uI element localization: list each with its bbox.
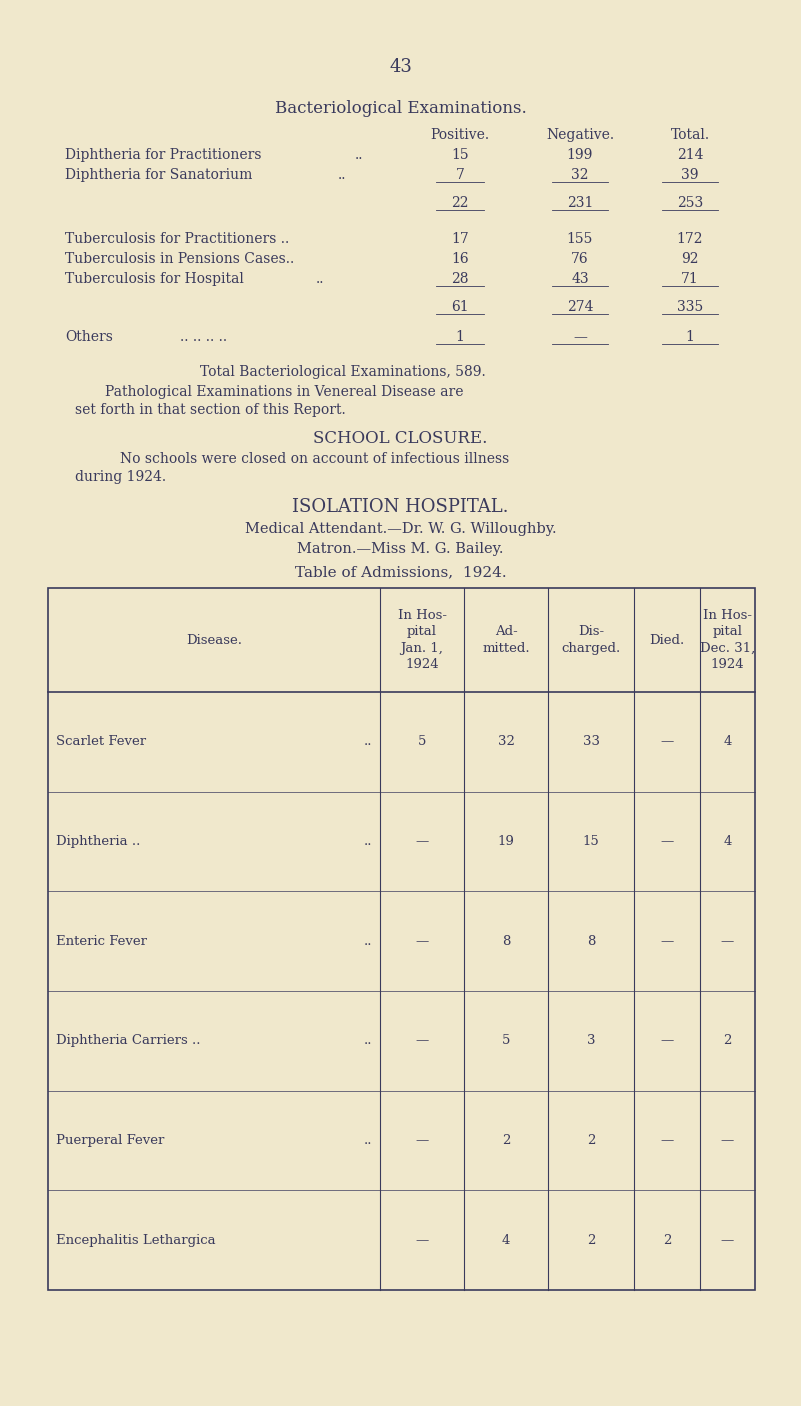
Text: —: — <box>721 1233 735 1247</box>
Text: —: — <box>416 835 429 848</box>
Text: —: — <box>573 330 587 344</box>
Text: Puerperal Fever: Puerperal Fever <box>56 1135 164 1147</box>
Text: .. .. .. ..: .. .. .. .. <box>180 330 227 344</box>
Text: —: — <box>721 935 735 948</box>
Text: ..: .. <box>364 1135 372 1147</box>
Text: 155: 155 <box>567 232 594 246</box>
Text: Matron.—Miss M. G. Bailey.: Matron.—Miss M. G. Bailey. <box>297 541 504 555</box>
Text: Died.: Died. <box>650 634 685 647</box>
Text: 43: 43 <box>389 58 412 76</box>
Text: —: — <box>660 935 674 948</box>
Text: Diphtheria for Sanatorium: Diphtheria for Sanatorium <box>65 167 252 181</box>
Text: 3: 3 <box>587 1035 595 1047</box>
Text: 4: 4 <box>501 1233 510 1247</box>
Text: 2: 2 <box>662 1233 671 1247</box>
Text: 8: 8 <box>501 935 510 948</box>
Text: —: — <box>660 735 674 748</box>
Text: 253: 253 <box>677 195 703 209</box>
Text: Total.: Total. <box>670 128 710 142</box>
Text: Tuberculosis for Hospital: Tuberculosis for Hospital <box>65 271 244 285</box>
Text: 32: 32 <box>497 735 514 748</box>
Text: 61: 61 <box>451 299 469 314</box>
Text: 172: 172 <box>677 232 703 246</box>
Text: 4: 4 <box>723 835 731 848</box>
Text: 1: 1 <box>456 330 465 344</box>
Text: —: — <box>660 1035 674 1047</box>
Text: 274: 274 <box>567 299 594 314</box>
Text: Diphtheria ..: Diphtheria .. <box>56 835 140 848</box>
Text: 1: 1 <box>686 330 694 344</box>
Text: ISOLATION HOSPITAL.: ISOLATION HOSPITAL. <box>292 498 509 516</box>
Text: —: — <box>721 1135 735 1147</box>
Text: Diphtheria for Practitioners: Diphtheria for Practitioners <box>65 148 261 162</box>
Text: ..: .. <box>316 271 324 285</box>
Text: 39: 39 <box>681 167 698 181</box>
Text: —: — <box>416 935 429 948</box>
Text: ..: .. <box>338 167 347 181</box>
Text: 2: 2 <box>501 1135 510 1147</box>
Text: Total Bacteriological Examinations, 589.: Total Bacteriological Examinations, 589. <box>200 366 485 380</box>
Text: —: — <box>416 1135 429 1147</box>
Text: set forth in that section of this Report.: set forth in that section of this Report… <box>75 404 346 418</box>
Text: 5: 5 <box>418 735 426 748</box>
Text: 214: 214 <box>677 148 703 162</box>
Text: Enteric Fever: Enteric Fever <box>56 935 147 948</box>
Text: ..: .. <box>364 935 372 948</box>
Text: Disease.: Disease. <box>186 634 242 647</box>
Text: during 1924.: during 1924. <box>75 470 166 484</box>
Text: Others: Others <box>65 330 113 344</box>
Text: 76: 76 <box>571 252 589 266</box>
Text: Positive.: Positive. <box>430 128 489 142</box>
Text: —: — <box>416 1035 429 1047</box>
Text: 92: 92 <box>681 252 698 266</box>
Text: 43: 43 <box>571 271 589 285</box>
Text: SCHOOL CLOSURE.: SCHOOL CLOSURE. <box>313 430 488 447</box>
Text: Table of Admissions,  1924.: Table of Admissions, 1924. <box>295 565 506 579</box>
Text: 15: 15 <box>582 835 599 848</box>
Text: Ad-
mitted.: Ad- mitted. <box>482 626 529 655</box>
Text: 199: 199 <box>567 148 594 162</box>
Text: 17: 17 <box>451 232 469 246</box>
Text: 2: 2 <box>723 1035 731 1047</box>
Text: 16: 16 <box>451 252 469 266</box>
Text: Bacteriological Examinations.: Bacteriological Examinations. <box>275 100 526 117</box>
Text: 19: 19 <box>497 835 514 848</box>
Text: 231: 231 <box>567 195 594 209</box>
Text: —: — <box>660 1135 674 1147</box>
Text: 7: 7 <box>456 167 465 181</box>
Text: —: — <box>416 1233 429 1247</box>
Text: 2: 2 <box>587 1135 595 1147</box>
Text: —: — <box>660 835 674 848</box>
Text: Negative.: Negative. <box>546 128 614 142</box>
Text: 4: 4 <box>723 735 731 748</box>
Text: Encephalitis Lethargica: Encephalitis Lethargica <box>56 1233 215 1247</box>
Text: Diphtheria Carriers ..: Diphtheria Carriers .. <box>56 1035 200 1047</box>
Text: 5: 5 <box>501 1035 510 1047</box>
Text: Medical Attendant.—Dr. W. G. Willoughby.: Medical Attendant.—Dr. W. G. Willoughby. <box>244 522 557 536</box>
Text: 8: 8 <box>587 935 595 948</box>
Text: ..: .. <box>364 735 372 748</box>
Text: Scarlet Fever: Scarlet Fever <box>56 735 146 748</box>
Text: 2: 2 <box>587 1233 595 1247</box>
Text: Dis-
charged.: Dis- charged. <box>562 626 621 655</box>
Text: In Hos-
pital
Dec. 31,
1924: In Hos- pital Dec. 31, 1924 <box>700 609 755 671</box>
Text: 335: 335 <box>677 299 703 314</box>
Text: ..: .. <box>364 835 372 848</box>
Text: Pathological Examinations in Venereal Disease are: Pathological Examinations in Venereal Di… <box>105 385 464 399</box>
Text: 71: 71 <box>681 271 699 285</box>
Text: In Hos-
pital
Jan. 1,
1924: In Hos- pital Jan. 1, 1924 <box>397 609 446 671</box>
Text: No schools were closed on account of infectious illness: No schools were closed on account of inf… <box>120 451 509 465</box>
Text: ..: .. <box>364 1035 372 1047</box>
Text: Tuberculosis in Pensions Cases..: Tuberculosis in Pensions Cases.. <box>65 252 294 266</box>
Text: 32: 32 <box>571 167 589 181</box>
Bar <box>48 588 755 1289</box>
Text: Tuberculosis for Practitioners ..: Tuberculosis for Practitioners .. <box>65 232 289 246</box>
Text: 33: 33 <box>582 735 599 748</box>
Text: 28: 28 <box>451 271 469 285</box>
Text: 15: 15 <box>451 148 469 162</box>
Text: ..: .. <box>355 148 364 162</box>
Text: 22: 22 <box>451 195 469 209</box>
